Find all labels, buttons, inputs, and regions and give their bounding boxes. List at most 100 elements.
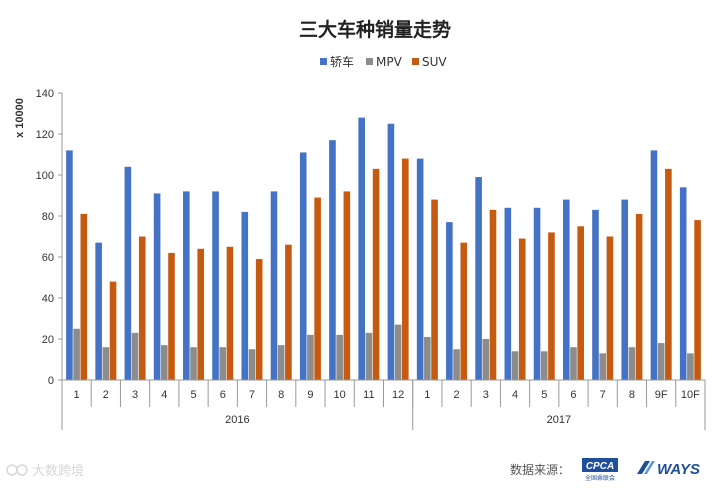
bar-SUV-13	[431, 199, 438, 380]
bar-轿车-10	[329, 140, 336, 380]
bar-MPV-2	[102, 347, 110, 380]
x-tick-label: 12	[392, 389, 404, 401]
x-tick-label: 3	[483, 389, 489, 401]
bar-MPV-6	[219, 347, 227, 380]
x-tick-label: 6	[570, 389, 576, 401]
ways-logo-mark-2	[644, 461, 655, 474]
bar-SUV-19	[606, 236, 614, 380]
bar-SUV-21	[665, 168, 672, 380]
y-tick-label: 120	[36, 129, 54, 141]
bar-轿车-1	[66, 150, 73, 380]
bar-轿车-12	[387, 123, 395, 380]
bar-MPV-17	[540, 351, 548, 380]
y-tick-label: 100	[36, 170, 54, 182]
chart-title: 三大车种销量走势	[299, 18, 451, 41]
bar-MPV-18	[570, 347, 577, 380]
x-tick-label: 1	[74, 389, 80, 401]
bar-MPV-9	[307, 334, 314, 380]
bar-MPV-12	[394, 324, 402, 380]
bar-SUV-9	[314, 197, 321, 380]
bar-MPV-14	[453, 349, 460, 380]
bar-MPV-21	[657, 343, 665, 380]
legend-swatch-轿车	[320, 58, 327, 65]
bar-SUV-15	[489, 209, 497, 380]
x-tick-label: 4	[512, 389, 518, 401]
x-tick-label: 8	[278, 389, 284, 401]
x-tick-label: 2	[454, 389, 460, 401]
bar-轿车-13	[416, 158, 424, 380]
bar-SUV-5	[197, 248, 205, 380]
bar-轿车-8	[270, 191, 278, 380]
x-group-label: 2017	[547, 414, 571, 426]
bar-SUV-14	[460, 242, 468, 380]
bar-MPV-3	[131, 332, 139, 380]
bar-MPV-7	[248, 349, 256, 380]
bar-MPV-8	[277, 345, 285, 380]
y-tick-label: 140	[36, 88, 54, 100]
x-tick-label: 2	[103, 389, 109, 401]
bar-MPV-20	[628, 347, 636, 380]
x-tick-label: 1	[424, 389, 430, 401]
watermark-icon	[6, 464, 18, 476]
bar-SUV-2	[109, 281, 117, 380]
bar-轿车-2	[95, 242, 102, 380]
bar-MPV-5	[190, 347, 197, 380]
y-axis-label: x 10000	[14, 98, 26, 138]
bar-SUV-4	[168, 252, 175, 380]
x-tick-label: 9	[307, 389, 313, 401]
cpca-logo-subtext: 全国乘联会	[585, 474, 615, 482]
bar-SUV-22	[694, 220, 701, 380]
bar-轿车-20	[621, 199, 629, 380]
legend-swatch-MPV	[366, 58, 373, 65]
x-tick-label: 3	[132, 389, 138, 401]
bar-SUV-1	[80, 213, 88, 380]
bar-轿车-15	[475, 177, 482, 380]
legend-label-MPV: MPV	[376, 55, 403, 69]
x-tick-label: 7	[249, 389, 255, 401]
bar-MPV-16	[511, 351, 519, 380]
bar-轿车-14	[446, 222, 453, 380]
bar-轿车-4	[153, 193, 161, 380]
x-tick-label: 5	[541, 389, 547, 401]
bar-轿车-6	[212, 191, 219, 380]
bar-轿车-22	[679, 187, 687, 380]
x-group-label: 2016	[225, 414, 249, 426]
bar-SUV-8	[285, 244, 292, 380]
bar-SUV-3	[138, 236, 146, 380]
bar-MPV-1	[73, 328, 80, 380]
legend-label-轿车: 轿车	[330, 54, 354, 69]
bar-SUV-18	[577, 226, 584, 380]
cpca-logo: CPCA 全国乘联会	[582, 458, 618, 482]
y-tick-label: 0	[48, 375, 54, 387]
bar-SUV-20	[635, 213, 643, 380]
bar-轿车-16	[504, 207, 512, 380]
x-tick-label: 7	[600, 389, 606, 401]
bar-轿车-3	[124, 166, 132, 380]
bar-SUV-12	[402, 158, 409, 380]
bar-MPV-10	[336, 334, 343, 380]
bar-轿车-9	[299, 152, 307, 380]
bar-SUV-7	[255, 259, 263, 380]
source-label: 数据来源：	[510, 462, 570, 477]
x-tick-label: 11	[363, 389, 374, 401]
bar-轿车-7	[241, 211, 249, 380]
watermark: 大数跨境	[6, 464, 84, 479]
bar-SUV-17	[548, 232, 555, 380]
x-tick-label: 9F	[655, 389, 668, 401]
y-tick-label: 60	[42, 252, 54, 264]
legend-label-SUV: SUV	[422, 55, 447, 69]
y-tick-label: 40	[42, 293, 54, 305]
watermark-icon-2	[16, 464, 28, 476]
bar-轿车-5	[183, 191, 190, 380]
bar-轿车-17	[533, 207, 541, 380]
bar-轿车-18	[562, 199, 570, 380]
x-tick-label: 10F	[681, 389, 700, 401]
cpca-logo-text: CPCA	[586, 461, 614, 472]
x-tick-label: 4	[161, 389, 167, 401]
x-tick-label: 8	[629, 389, 635, 401]
bar-MPV-22	[687, 353, 694, 380]
ways-logo-text: WAYS	[657, 461, 700, 478]
bar-SUV-11	[372, 168, 380, 380]
bar-SUV-10	[343, 191, 351, 380]
